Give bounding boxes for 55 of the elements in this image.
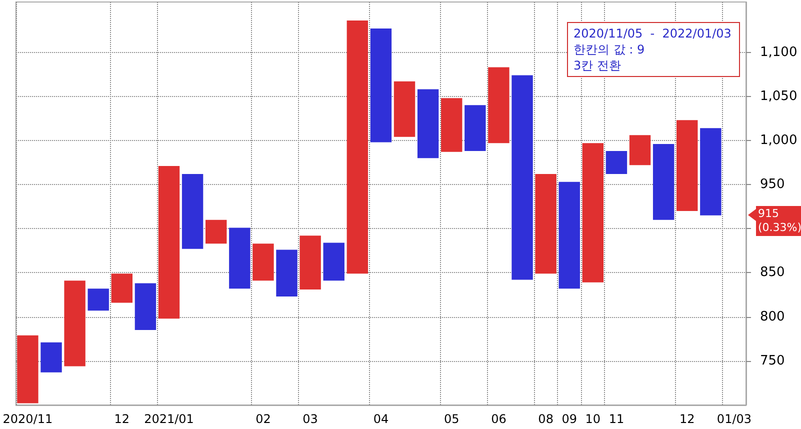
bar [629, 135, 651, 166]
bar [370, 28, 392, 142]
x-tick-label: 12 [114, 412, 130, 426]
bar [394, 81, 416, 137]
bar [300, 236, 321, 290]
bar [652, 144, 674, 220]
bar [158, 166, 180, 319]
bar [64, 280, 86, 366]
x-tick-label: 06 [491, 412, 506, 426]
bar [488, 67, 510, 144]
x-tick-label: 10 [585, 412, 601, 426]
bar [535, 174, 556, 274]
bar [206, 220, 227, 244]
bar [182, 174, 204, 249]
bar [323, 242, 344, 281]
bar [134, 283, 156, 330]
x-tick-label: 08 [538, 412, 554, 426]
bar [252, 244, 274, 281]
bar [512, 75, 533, 280]
bar [17, 335, 38, 404]
x-tick-label: 04 [373, 412, 389, 426]
x-tick-label: 2020/11 [2, 412, 53, 426]
x-tick-label: 2021/01 [144, 412, 194, 426]
annotation: 2020/11/05 - 2022/01/03 [574, 26, 732, 40]
bar [676, 120, 698, 211]
y-tick-label: 1,050 [760, 88, 798, 104]
annotation: 3칸 전환 [574, 58, 621, 72]
x-tick-label: 09 [562, 412, 578, 426]
bar [111, 274, 132, 303]
bar [700, 128, 722, 216]
x-tick-label: 02 [256, 412, 271, 426]
y-tick-label: 850 [760, 265, 785, 280]
y-tick-label: 1,100 [760, 44, 798, 60]
bar [40, 342, 62, 372]
bar [582, 143, 604, 282]
bar [606, 151, 628, 174]
annotation: 한칸의 값 : 9 [574, 42, 645, 56]
text: 915 (0.33%) [756, 206, 801, 236]
bar [464, 105, 486, 152]
bar [346, 20, 368, 274]
bar [558, 182, 580, 289]
y-tick-label: 750 [760, 353, 785, 368]
x-tick-label: 12 [679, 412, 695, 426]
bar [276, 250, 298, 297]
x-tick-label: 01/03 [716, 412, 752, 426]
y-tick-label: 950 [760, 177, 785, 192]
x-tick-label: 11 [608, 412, 624, 426]
bar [417, 89, 439, 158]
x-tick-label: 05 [444, 412, 460, 426]
x-tick-label: 03 [302, 412, 318, 426]
y-tick-label: 1,000 [760, 132, 798, 148]
bar [441, 98, 462, 152]
bar [229, 228, 250, 289]
bar [88, 288, 109, 311]
y-tick-label: 800 [760, 309, 785, 324]
